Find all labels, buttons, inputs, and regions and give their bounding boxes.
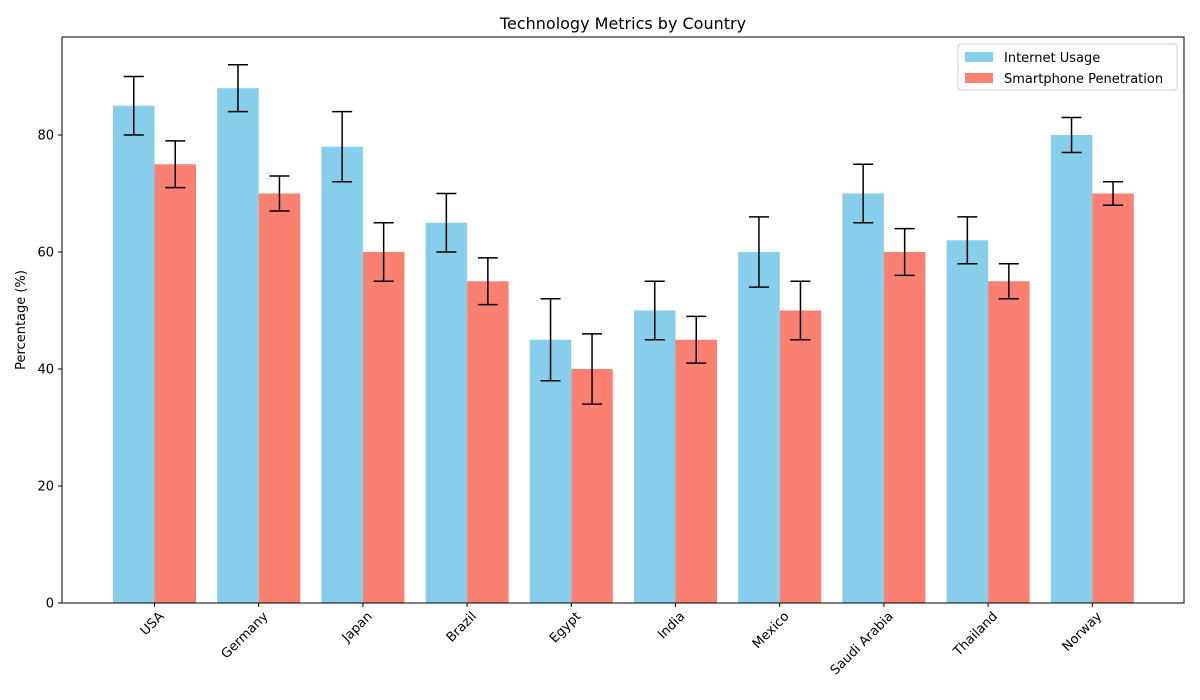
bar-internet-usage <box>113 105 155 604</box>
bar-internet-usage <box>529 339 572 603</box>
legend-swatch <box>965 52 993 62</box>
bar-smartphone-penetration <box>779 310 822 603</box>
bar-internet-usage <box>321 146 363 603</box>
legend-swatch <box>965 73 993 83</box>
y-axis-label: Percentage (%) <box>14 270 29 370</box>
bar-smartphone-penetration <box>467 281 509 603</box>
bar-smartphone-penetration <box>362 251 405 603</box>
bar-smartphone-penetration <box>988 281 1030 603</box>
plot-frame <box>61 36 1185 604</box>
y-tick-label: 40 <box>37 362 54 377</box>
legend: Internet Usage Smartphone Penetration <box>957 43 1178 91</box>
bar-internet-usage <box>217 88 259 604</box>
bar-internet-usage <box>842 193 884 603</box>
bar-internet-usage <box>1050 134 1093 603</box>
bar-smartphone-penetration <box>1092 193 1134 603</box>
y-tick-label: 20 <box>37 479 54 494</box>
legend-entry-label: Internet Usage <box>1004 51 1100 66</box>
bar-smartphone-penetration <box>154 164 196 604</box>
y-tick-label: 60 <box>37 245 54 260</box>
bar-internet-usage <box>634 310 676 603</box>
bar-smartphone-penetration <box>675 339 717 603</box>
bar-smartphone-penetration <box>571 368 613 603</box>
y-tick-label: 0 <box>46 597 54 612</box>
bar-smartphone-penetration <box>883 251 926 603</box>
bar-internet-usage <box>738 251 780 603</box>
legend-entry-label: Smartphone Penetration <box>1004 72 1163 87</box>
bar-internet-usage <box>425 222 468 603</box>
bar-internet-usage <box>946 240 989 603</box>
legend-box <box>957 43 1178 91</box>
bar-smartphone-penetration <box>258 193 301 603</box>
y-tick-label: 80 <box>37 128 54 143</box>
chart-title: Technology Metrics by Country <box>499 14 746 33</box>
